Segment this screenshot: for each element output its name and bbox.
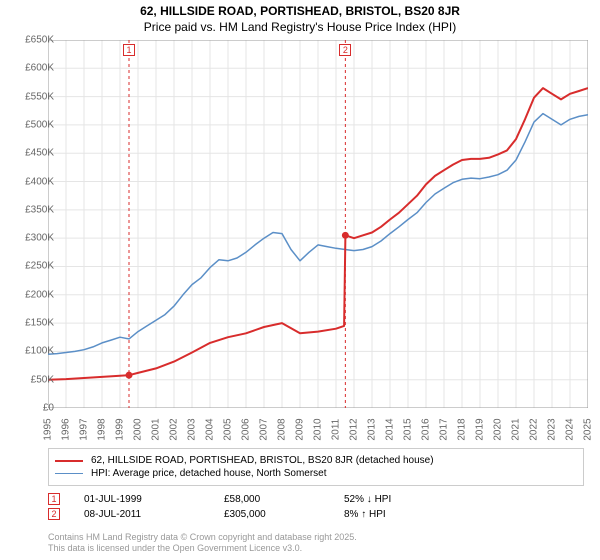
chart-svg [48,40,588,408]
x-tick-label: 2005 [223,418,234,440]
x-tick-label: 2022 [529,418,540,440]
x-tick-label: 2015 [403,418,414,440]
event-date: 08-JUL-2011 [84,509,224,520]
legend-swatch [55,460,83,462]
x-tick-label: 2021 [511,418,522,440]
event-delta: 52% ↓ HPI [344,494,391,505]
legend-row: HPI: Average price, detached house, Nort… [55,468,577,479]
legend-row: 62, HILLSIDE ROAD, PORTISHEAD, BRISTOL, … [55,455,577,466]
y-tick-label: £400K [8,176,54,187]
x-tick-label: 2016 [421,418,432,440]
legend: 62, HILLSIDE ROAD, PORTISHEAD, BRISTOL, … [48,448,584,486]
event-marker-on-chart: 2 [339,44,351,56]
x-tick-label: 2024 [565,418,576,440]
x-tick-label: 2018 [457,418,468,440]
y-tick-label: £600K [8,63,54,74]
x-tick-label: 1998 [97,418,108,440]
chart-area [48,40,588,408]
title-line2: Price paid vs. HM Land Registry's House … [0,20,600,34]
x-tick-label: 2000 [133,418,144,440]
legend-label: HPI: Average price, detached house, Nort… [91,468,327,479]
x-tick-label: 2003 [187,418,198,440]
x-tick-label: 1996 [61,418,72,440]
y-tick-label: £550K [8,91,54,102]
y-tick-label: £50K [8,374,54,385]
y-tick-label: £100K [8,346,54,357]
legend-label: 62, HILLSIDE ROAD, PORTISHEAD, BRISTOL, … [91,455,434,466]
y-tick-label: £200K [8,289,54,300]
x-tick-label: 1995 [43,418,54,440]
x-tick-label: 2017 [439,418,450,440]
footer-line1: Contains HM Land Registry data © Crown c… [48,532,357,543]
x-tick-label: 2008 [277,418,288,440]
x-tick-label: 2023 [547,418,558,440]
event-row: 1 01-JUL-1999 £58,000 52% ↓ HPI [48,493,584,505]
y-tick-label: £350K [8,204,54,215]
y-tick-label: £650K [8,35,54,46]
legend-swatch [55,473,83,474]
x-tick-label: 2025 [583,418,594,440]
chart-container: 62, HILLSIDE ROAD, PORTISHEAD, BRISTOL, … [0,0,600,560]
x-tick-label: 2012 [349,418,360,440]
footer: Contains HM Land Registry data © Crown c… [48,532,357,554]
events-table: 1 01-JUL-1999 £58,000 52% ↓ HPI 2 08-JUL… [48,490,584,523]
event-marker: 1 [48,493,60,505]
event-price: £305,000 [224,509,344,520]
title-line1: 62, HILLSIDE ROAD, PORTISHEAD, BRISTOL, … [0,4,600,18]
y-tick-label: £300K [8,233,54,244]
footer-line2: This data is licensed under the Open Gov… [48,543,357,554]
y-tick-label: £500K [8,119,54,130]
y-tick-label: £250K [8,261,54,272]
x-tick-label: 2007 [259,418,270,440]
x-tick-label: 2010 [313,418,324,440]
x-tick-label: 2001 [151,418,162,440]
event-row: 2 08-JUL-2011 £305,000 8% ↑ HPI [48,508,584,520]
x-tick-label: 2011 [331,419,342,441]
x-tick-label: 1997 [79,418,90,440]
event-marker-on-chart: 1 [123,44,135,56]
x-tick-label: 2020 [493,418,504,440]
y-tick-label: £0 [8,403,54,414]
x-tick-label: 1999 [115,418,126,440]
x-tick-label: 2009 [295,418,306,440]
y-tick-label: £450K [8,148,54,159]
event-price: £58,000 [224,494,344,505]
x-tick-label: 2006 [241,418,252,440]
x-tick-label: 2013 [367,418,378,440]
y-tick-label: £150K [8,318,54,329]
x-tick-label: 2002 [169,418,180,440]
x-tick-label: 2019 [475,418,486,440]
event-marker: 2 [48,508,60,520]
x-tick-label: 2014 [385,418,396,440]
event-delta: 8% ↑ HPI [344,509,386,520]
title-block: 62, HILLSIDE ROAD, PORTISHEAD, BRISTOL, … [0,0,600,34]
event-date: 01-JUL-1999 [84,494,224,505]
x-tick-label: 2004 [205,418,216,440]
